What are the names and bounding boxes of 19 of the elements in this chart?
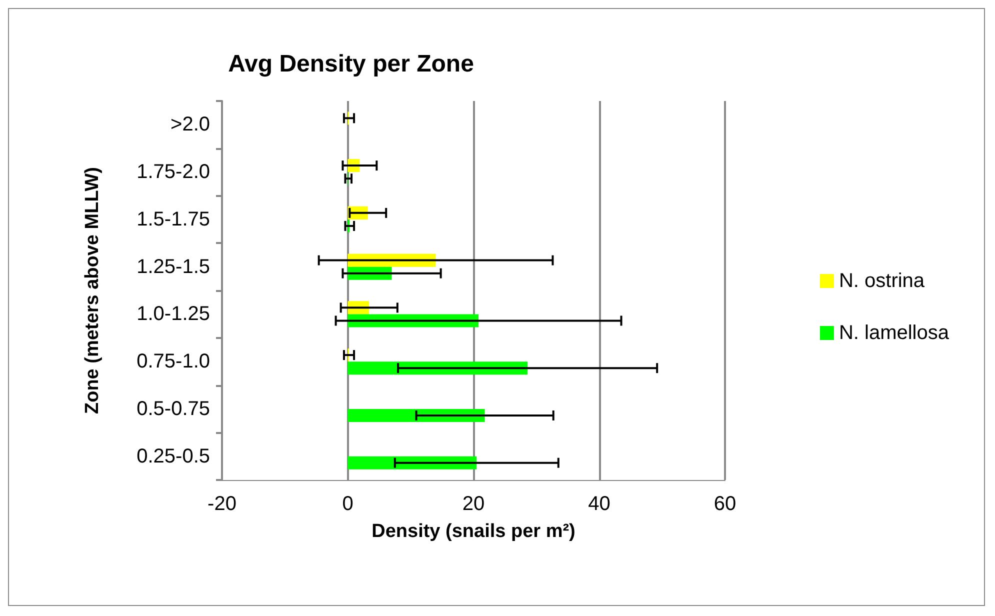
x-tick-label: 40 [588,493,610,515]
x-tick-label: 60 [714,493,736,515]
bar [348,408,485,422]
y-tick-label: 1.25-1.5 [136,256,210,278]
y-tick-label: 1.75-2.0 [136,161,210,184]
legend-label: N. ostrina [838,270,926,292]
y-tick-label: 0.5-0.75 [136,398,210,420]
x-tick-label: 0 [342,493,354,515]
y-tick-label: 0.75-1.0 [136,350,210,373]
legend-label: N. lamellosa [838,322,950,344]
x-axis-title: Density (snails per m²) [372,521,576,542]
y-tick-label: 1.5-1.75 [136,208,210,230]
y-axis-title: Zone (meters above MLLW) [82,166,103,414]
x-tick-label: 20 [462,493,485,515]
y-tick-label: 0.25-0.5 [136,445,210,468]
y-tick-label: >2.0 [170,114,210,136]
y-tick-label: 1.0-1.25 [136,303,210,326]
x-tick-label: -20 [208,493,236,515]
chart-title: Avg Density per Zone [228,50,474,78]
